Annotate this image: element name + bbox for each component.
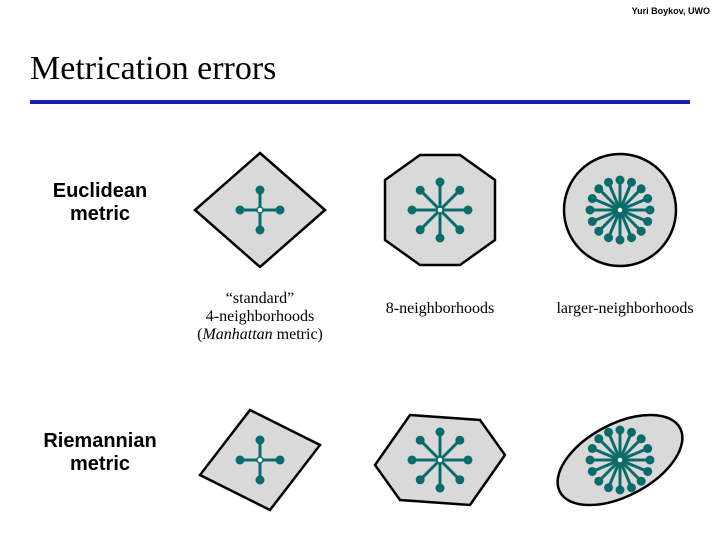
- caption-line: larger-neighborhoods: [556, 300, 693, 317]
- title-rule: [30, 100, 690, 104]
- spoke-dot: [616, 486, 625, 495]
- spoke-dot: [604, 178, 613, 187]
- hub-dot: [437, 207, 443, 213]
- spoke-dot: [643, 444, 652, 453]
- glyph-8: [408, 178, 473, 243]
- spoke-dot: [594, 434, 603, 443]
- spoke-dot: [436, 428, 445, 437]
- spoke-dot: [464, 456, 473, 465]
- row-label-text: Euclideanmetric: [53, 180, 147, 225]
- glyph-8: [408, 428, 473, 493]
- spoke-dot: [616, 236, 625, 245]
- spoke-dot: [416, 225, 425, 234]
- spoke-dot: [455, 225, 464, 234]
- row-label-text: Riemannianmetric: [43, 430, 156, 475]
- spoke-dot: [627, 178, 636, 187]
- spoke-dot: [594, 184, 603, 193]
- spoke-dot: [643, 194, 652, 203]
- spoke-dot: [627, 428, 636, 437]
- spoke-dot: [643, 467, 652, 476]
- spoke-dot: [588, 217, 597, 226]
- shape-euclid-8: [365, 145, 515, 275]
- caption-col2: larger-neighborhoods: [540, 300, 710, 318]
- glyph-16: [586, 176, 655, 245]
- shape-riemann-8: [365, 395, 515, 525]
- page-title: Metrication errors: [30, 50, 276, 88]
- spoke-dot: [616, 176, 625, 185]
- caption-col1: 8-neighborhoods: [360, 300, 520, 318]
- row-label-euclidean: Euclideanmetric: [25, 180, 175, 226]
- spoke-dot: [637, 184, 646, 193]
- spoke-dot: [256, 226, 265, 235]
- spoke-dot: [416, 436, 425, 445]
- hub-dot: [617, 457, 623, 463]
- spoke-dot: [616, 426, 625, 435]
- spoke-dot: [256, 476, 265, 485]
- spoke-dot: [236, 456, 245, 465]
- caption-col0: “standard” 4-neighborhoods (Manhattan me…: [180, 290, 340, 344]
- spoke-dot: [637, 227, 646, 236]
- spoke-dot: [594, 227, 603, 236]
- shape-euclid-4: [185, 145, 335, 275]
- spoke-dot: [646, 456, 655, 465]
- spoke-dot: [586, 206, 595, 215]
- hub-dot: [617, 207, 623, 213]
- spoke-dot: [236, 206, 245, 215]
- spoke-dot: [604, 428, 613, 437]
- spoke-dot: [455, 475, 464, 484]
- spoke-dot: [588, 194, 597, 203]
- spoke-dot: [604, 483, 613, 492]
- spoke-dot: [436, 178, 445, 187]
- hub-dot: [257, 207, 263, 213]
- spoke-dot: [276, 206, 285, 215]
- spoke-dot: [455, 436, 464, 445]
- spoke-dot: [416, 186, 425, 195]
- spoke-dot: [604, 233, 613, 242]
- spoke-dot: [637, 477, 646, 486]
- hub-dot: [257, 457, 263, 463]
- spoke-dot: [455, 186, 464, 195]
- spoke-dot: [588, 444, 597, 453]
- caption-line: 4-neighborhoods: [206, 308, 314, 325]
- spoke-dot: [408, 456, 417, 465]
- spoke-dot: [637, 434, 646, 443]
- spoke-dot: [416, 475, 425, 484]
- spoke-dot: [436, 234, 445, 243]
- spoke-dot: [276, 456, 285, 465]
- spoke-dot: [256, 186, 265, 195]
- spoke-dot: [643, 217, 652, 226]
- spoke-dot: [408, 206, 417, 215]
- shape-euclid-16: [545, 145, 695, 275]
- spoke-dot: [586, 456, 595, 465]
- caption-line: “standard”: [226, 290, 294, 307]
- spoke-dot: [588, 467, 597, 476]
- glyph-16: [586, 426, 655, 495]
- spoke-dot: [594, 477, 603, 486]
- hub-dot: [437, 457, 443, 463]
- spoke-dot: [436, 484, 445, 493]
- spoke-dot: [256, 436, 265, 445]
- shape-riemann-16: [545, 395, 695, 525]
- attribution: Yuri Boykov, UWO: [632, 6, 710, 16]
- spoke-dot: [627, 233, 636, 242]
- spoke-dot: [646, 206, 655, 215]
- shape-riemann-4: [185, 395, 335, 525]
- spoke-dot: [464, 206, 473, 215]
- spoke-dot: [627, 483, 636, 492]
- row-label-riemannian: Riemannianmetric: [25, 430, 175, 476]
- caption-line: 8-neighborhoods: [386, 300, 494, 317]
